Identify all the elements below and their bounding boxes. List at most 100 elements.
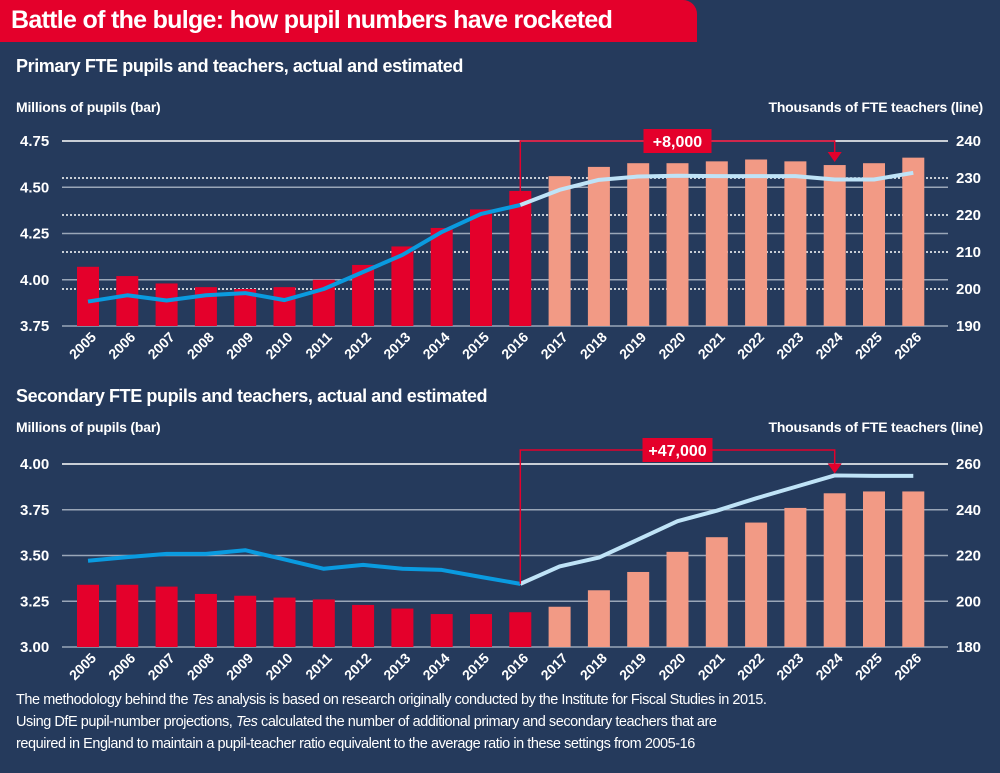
bar-2025 (863, 491, 885, 647)
bar-2010 (273, 287, 296, 326)
year-label: 2022 (734, 650, 767, 683)
year-label: 2010 (262, 329, 295, 362)
note-line-2: Using DfE pupil-number projections, Tes … (16, 711, 991, 733)
year-label: 2024 (812, 329, 845, 362)
note-text: The methodology behind the (16, 692, 192, 708)
year-label: 2018 (577, 329, 610, 362)
bar-2023 (784, 161, 807, 326)
year-label: 2008 (184, 650, 217, 683)
bar-2005 (77, 584, 99, 647)
bar-2019 (627, 571, 650, 647)
year-label: 2020 (655, 329, 688, 362)
year-label: 2019 (616, 650, 649, 683)
year-label: 2014 (419, 650, 452, 683)
year-label: 2007 (144, 650, 177, 683)
title-banner: Battle of the bulge: how pupil numbers h… (0, 0, 697, 42)
primary-chart-title: Primary FTE pupils and teachers, actual … (16, 56, 463, 76)
methodology-note: The methodology behind the Tes analysis … (16, 689, 991, 755)
annotation-box (643, 129, 712, 153)
page-title: Battle of the bulge: how pupil numbers h… (11, 6, 613, 34)
right-tick-label: 260 (956, 456, 981, 473)
right-tick-label: 200 (956, 281, 981, 298)
left-tick-label: 4.50 (20, 179, 49, 196)
bar-2018 (587, 166, 610, 326)
annotation-arrow-icon (827, 463, 842, 474)
note-line-3: required in England to maintain a pupil-… (16, 736, 695, 752)
teachers-line-estimated (519, 170, 914, 207)
year-label: 2006 (105, 329, 138, 362)
left-tick-label: 3.50 (20, 548, 49, 565)
year-label: 2014 (419, 329, 452, 362)
bar-2016 (509, 190, 532, 326)
right-tick-label: 190 (956, 318, 981, 335)
right-tick-label: 230 (956, 170, 981, 187)
year-label: 2009 (223, 650, 256, 683)
bar-2013 (391, 246, 414, 326)
bar-2022 (745, 522, 768, 647)
bar-2014 (430, 227, 453, 326)
year-label: 2023 (773, 650, 806, 683)
bar-2006 (116, 584, 139, 647)
right-tick-label: 200 (956, 593, 981, 610)
bar-2013 (391, 608, 414, 647)
year-label: 2015 (459, 329, 492, 362)
year-label: 2021 (695, 650, 728, 683)
year-label: 2013 (380, 329, 413, 362)
note-text-italic: Tes (191, 692, 214, 708)
year-label: 2008 (184, 329, 217, 362)
bar-2015 (470, 614, 492, 647)
year-label: 2023 (773, 329, 806, 362)
year-label: 2009 (223, 329, 256, 362)
annotation-arrow-icon (827, 152, 842, 163)
year-label: 2017 (537, 329, 570, 362)
bar-2015 (470, 209, 492, 326)
year-label: 2012 (341, 329, 374, 362)
bar-2020 (666, 163, 689, 326)
teachers-line-actual (87, 203, 521, 304)
bar-2023 (784, 507, 807, 647)
year-label: 2022 (734, 329, 767, 362)
left-tick-label: 4.75 (20, 133, 49, 150)
bar-2018 (587, 590, 610, 647)
bar-2022 (745, 159, 768, 326)
year-label: 2018 (577, 650, 610, 683)
primary-left-axis-label: Millions of pupils (bar) (16, 99, 161, 115)
bar-2014 (430, 614, 453, 647)
bar-2005 (77, 266, 99, 326)
left-tick-label: 3.75 (20, 318, 49, 335)
note-text: calculated the number of additional prim… (257, 714, 717, 730)
year-label: 2010 (262, 650, 295, 683)
note-text-italic: Tes (235, 714, 258, 730)
bar-2012 (352, 604, 375, 647)
secondary-right-axis-label: Thousands of FTE teachers (line) (768, 419, 983, 435)
bar-2016 (509, 612, 532, 647)
year-label: 2016 (498, 329, 531, 362)
annotation-label: +47,000 (648, 443, 706, 460)
year-label: 2020 (655, 650, 688, 683)
annotation-label: +8,000 (653, 134, 702, 151)
bar-2011 (312, 599, 335, 647)
bar-2009 (234, 595, 257, 647)
bar-2019 (627, 163, 650, 326)
year-label: 2011 (302, 329, 335, 362)
bar-2008 (194, 593, 217, 647)
secondary-chart-title: Secondary FTE pupils and teachers, actua… (16, 386, 488, 406)
teachers-line-actual (87, 548, 521, 586)
year-label: 2005 (66, 329, 99, 362)
bar-2017 (548, 176, 571, 326)
bar-2017 (548, 606, 571, 647)
year-label: 2015 (459, 650, 492, 683)
primary-chart: 4.75 4.50 4.25 4.00 3.75 240 230 220 210 200 190 20… (20, 129, 981, 362)
note-line-1: The methodology behind the Tes analysis … (16, 689, 991, 711)
year-label: 2013 (380, 650, 413, 683)
primary-right-axis-label: Thousands of FTE teachers (line) (768, 99, 983, 115)
bar-2021 (705, 537, 728, 647)
year-label: 2016 (498, 650, 531, 683)
year-label: 2017 (537, 650, 570, 683)
bar-2007 (155, 586, 178, 647)
year-label: 2012 (341, 650, 374, 683)
right-tick-label: 220 (956, 207, 981, 224)
right-tick-label: 220 (956, 548, 981, 565)
year-label: 2019 (616, 329, 649, 362)
